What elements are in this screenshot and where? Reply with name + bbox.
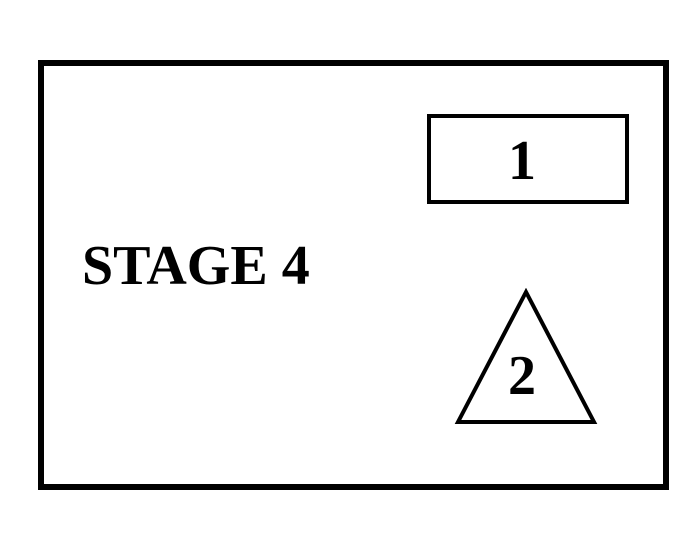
rectangle-shape: 1 [427, 114, 629, 204]
rectangle-label: 1 [508, 130, 536, 192]
stage-frame [38, 60, 669, 490]
triangle-label: 2 [508, 345, 536, 407]
triangle-shape [454, 288, 598, 424]
stage-title: STAGE 4 [82, 235, 310, 297]
